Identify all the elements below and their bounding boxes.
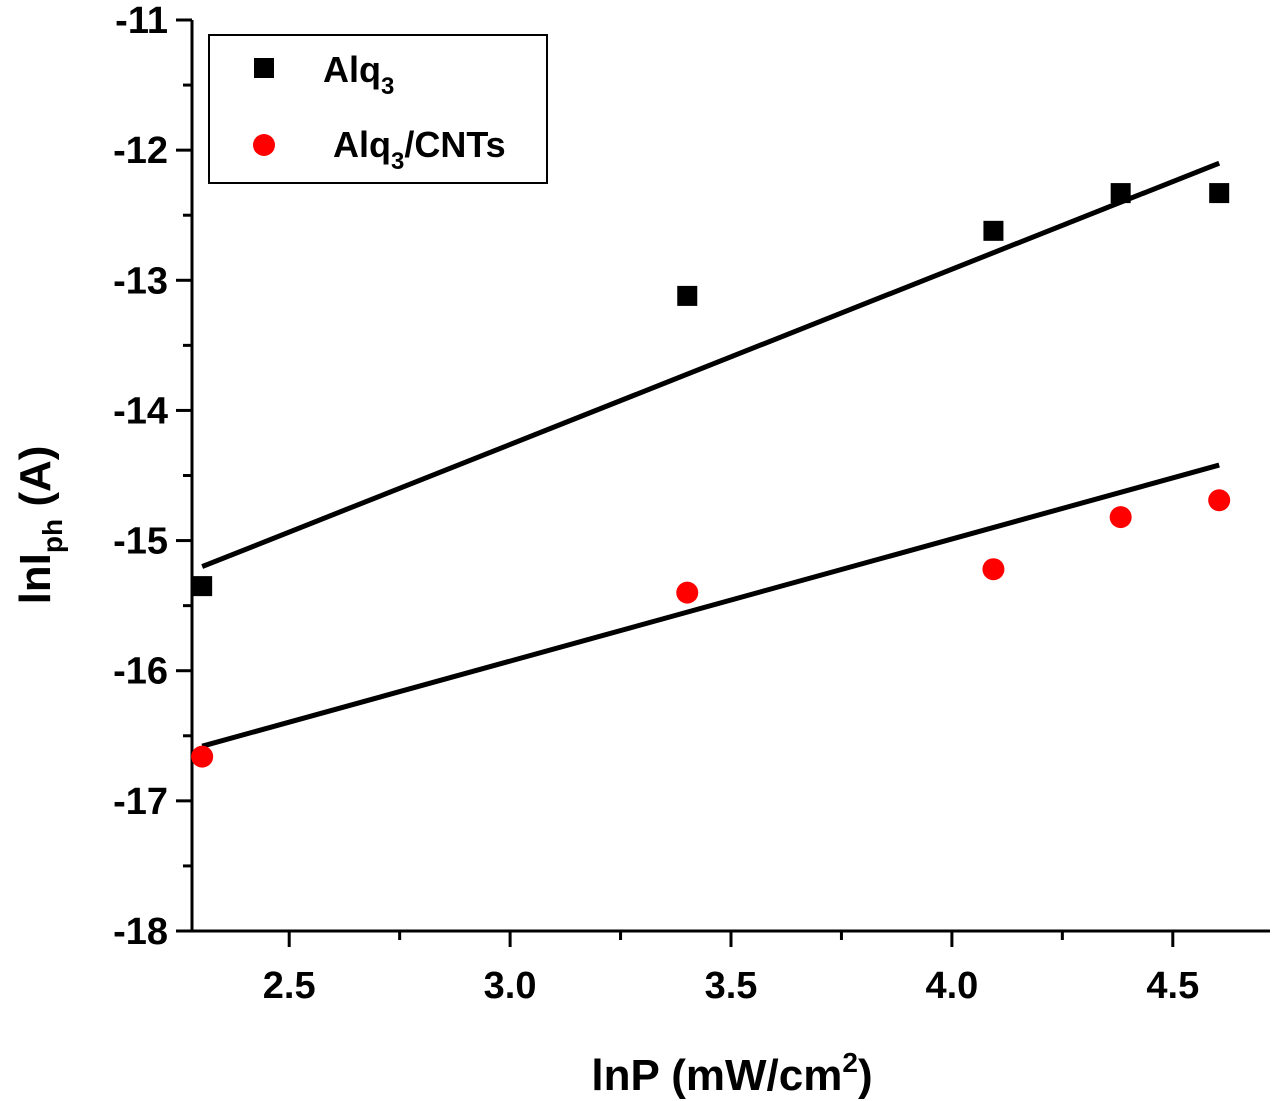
legend-label-alq3-cnts-sub: 3	[391, 148, 404, 175]
y-tick-label: -15	[113, 521, 168, 563]
x-axis-title-sup: 2	[842, 1047, 858, 1078]
y-axis-title-end: (A)	[11, 446, 60, 519]
y-tick-label: -11	[115, 0, 168, 42]
data-point-circle	[982, 558, 1005, 581]
legend-label-alq3: Alq3	[323, 49, 394, 100]
x-tick-label: 3.0	[484, 965, 537, 1007]
data-point-square	[1110, 183, 1131, 204]
y-tick-label: -18	[113, 911, 168, 953]
legend-label-alq3-sub: 3	[381, 73, 394, 100]
fit-line-series-0	[201, 160, 1221, 569]
x-tick-label: 4.0	[925, 965, 978, 1007]
y-tick-label: -13	[113, 260, 168, 302]
legend: Alq3 Alq3/CNTs	[208, 34, 548, 184]
legend-label-alq3-cnts-end: /CNTs	[404, 124, 505, 165]
data-point-square	[677, 285, 698, 306]
data-point-square	[1209, 183, 1230, 204]
legend-label-alq3-cnts: Alq3/CNTs	[333, 124, 506, 175]
data-point-circle	[676, 581, 699, 604]
x-tick-label: 3.5	[705, 965, 758, 1007]
data-point-square	[192, 576, 213, 597]
fit-line-series-1	[201, 462, 1220, 749]
data-point-circle	[1109, 506, 1132, 529]
data-points	[191, 183, 1231, 768]
y-tick-label: -12	[113, 130, 168, 172]
legend-marker-alq3-cnts	[253, 134, 275, 156]
y-axis-title: lnIph (A)	[11, 446, 68, 605]
data-point-circle	[191, 745, 214, 768]
x-axis-title: lnP (mW/cm2)	[591, 1047, 872, 1100]
y-tick-label: -14	[113, 390, 168, 432]
y-tick-label: -16	[113, 651, 168, 693]
data-point-circle	[1208, 489, 1231, 512]
x-tick-label: 2.5	[263, 965, 316, 1007]
x-axis-title-end: )	[858, 1051, 873, 1100]
y-tick-label: -17	[113, 781, 168, 823]
axes: -18 -17 -16 -15 -14 -13 -12 -11 2.5 3.0 3.5 4.0 4.5	[113, 0, 1270, 1007]
y-axis-title-sub: ph	[37, 519, 68, 553]
legend-marker-alq3	[254, 58, 274, 78]
x-tick-label: 4.5	[1146, 965, 1199, 1007]
data-point-square	[983, 220, 1004, 241]
fit-lines	[201, 160, 1221, 749]
